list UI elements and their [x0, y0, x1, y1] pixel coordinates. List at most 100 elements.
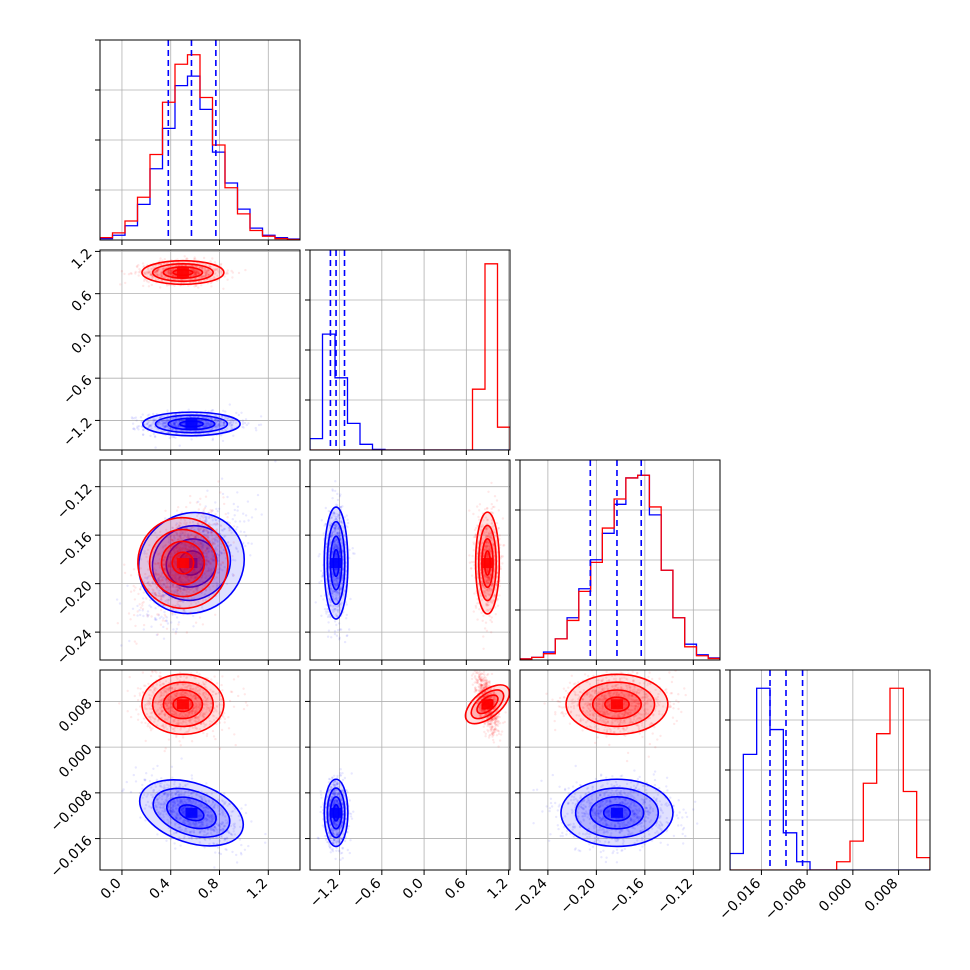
scatter-point [237, 506, 239, 508]
scatter-point [334, 480, 336, 482]
scatter-point [214, 614, 216, 616]
scatter-point [196, 501, 198, 503]
scatter-point [132, 423, 134, 425]
scatter-point [255, 427, 257, 429]
scatter-point [169, 437, 171, 439]
scatter-point [177, 623, 179, 625]
scatter-point [261, 513, 263, 515]
scatter-point [150, 615, 152, 617]
scatter-point [203, 257, 205, 259]
scatter-point [207, 512, 209, 514]
scatter-point [324, 523, 326, 525]
scatter-point [154, 435, 156, 437]
scatter-point [480, 612, 482, 614]
scatter-point [337, 629, 339, 631]
scatter-point [232, 435, 234, 437]
scatter-point [172, 628, 174, 630]
scatter-point [209, 509, 211, 511]
scatter-point [222, 410, 224, 412]
scatter-point [328, 630, 330, 632]
scatter-point [142, 601, 144, 603]
scatter-point [251, 516, 253, 518]
scatter-point [327, 621, 329, 623]
scatter-point [148, 281, 150, 283]
scatter-point [490, 482, 492, 484]
scatter-point [222, 288, 224, 290]
scatter-point [217, 480, 219, 482]
scatter-point [226, 516, 228, 518]
scatter-point [335, 624, 337, 626]
scatter-point [200, 284, 202, 286]
scatter-point [233, 541, 235, 543]
scatter-point [236, 526, 238, 528]
scatter-point [186, 257, 188, 259]
scatter-point [199, 616, 201, 618]
scatter-point [199, 503, 201, 505]
scatter-point [214, 513, 216, 515]
histogram-series-0 [730, 688, 930, 870]
scatter-point [172, 612, 174, 614]
scatter-point [220, 264, 222, 266]
y-tick-label: −0.16 [54, 529, 96, 571]
scatter-point [318, 581, 320, 583]
scatter-point [211, 257, 213, 259]
scatter-point [150, 626, 152, 628]
scatter-point [323, 532, 325, 534]
scatter-point [157, 633, 159, 635]
scatter-point [214, 501, 216, 503]
scatter-point [247, 542, 249, 544]
scatter-point [476, 618, 478, 620]
scatter-point [146, 615, 148, 617]
scatter-point [142, 413, 144, 415]
panel-3-3 [730, 670, 930, 870]
scatter-point [139, 614, 141, 616]
scatter-point [229, 403, 231, 405]
scatter-point [318, 555, 320, 557]
scatter-point [164, 614, 166, 616]
scatter-point [320, 595, 322, 597]
scatter-point [233, 525, 235, 527]
scatter-point [482, 620, 484, 622]
scatter-point [162, 626, 164, 628]
scatter-point [231, 276, 233, 278]
scatter-point [242, 542, 244, 544]
scatter-point [181, 511, 183, 513]
scatter-point [330, 636, 332, 638]
scatter-point [345, 617, 347, 619]
scatter-point [222, 493, 224, 495]
scatter-point [197, 286, 199, 288]
scatter-point [318, 553, 320, 555]
scatter-point [188, 409, 190, 411]
scatter-point [162, 619, 164, 621]
scatter-point [157, 613, 159, 615]
scatter-point [192, 615, 194, 617]
panel-2-1 [310, 460, 510, 660]
scatter-point [245, 535, 247, 537]
scatter-point [349, 598, 351, 600]
scatter-point [164, 517, 166, 519]
scatter-point [233, 503, 235, 505]
scatter-point [134, 598, 136, 600]
density-peak-series-1 [177, 268, 189, 278]
scatter-point [223, 503, 225, 505]
scatter-point [134, 586, 136, 588]
scatter-point [234, 509, 236, 511]
scatter-point [130, 272, 132, 274]
scatter-point [197, 512, 199, 514]
scatter-point [140, 416, 142, 418]
scatter-point [346, 614, 348, 616]
scatter-point [174, 613, 176, 615]
scatter-point [137, 593, 139, 595]
scatter-point [222, 440, 224, 442]
scatter-point [138, 274, 140, 276]
scatter-point [189, 495, 191, 497]
scatter-point [213, 517, 215, 519]
scatter-point [130, 574, 132, 576]
scatter-point [257, 494, 259, 496]
histogram-series-0 [100, 76, 300, 240]
scatter-point [338, 622, 340, 624]
scatter-point [198, 508, 200, 510]
y-tick-label: −0.6 [60, 372, 95, 407]
scatter-point [136, 614, 138, 616]
scatter-point [245, 418, 247, 420]
